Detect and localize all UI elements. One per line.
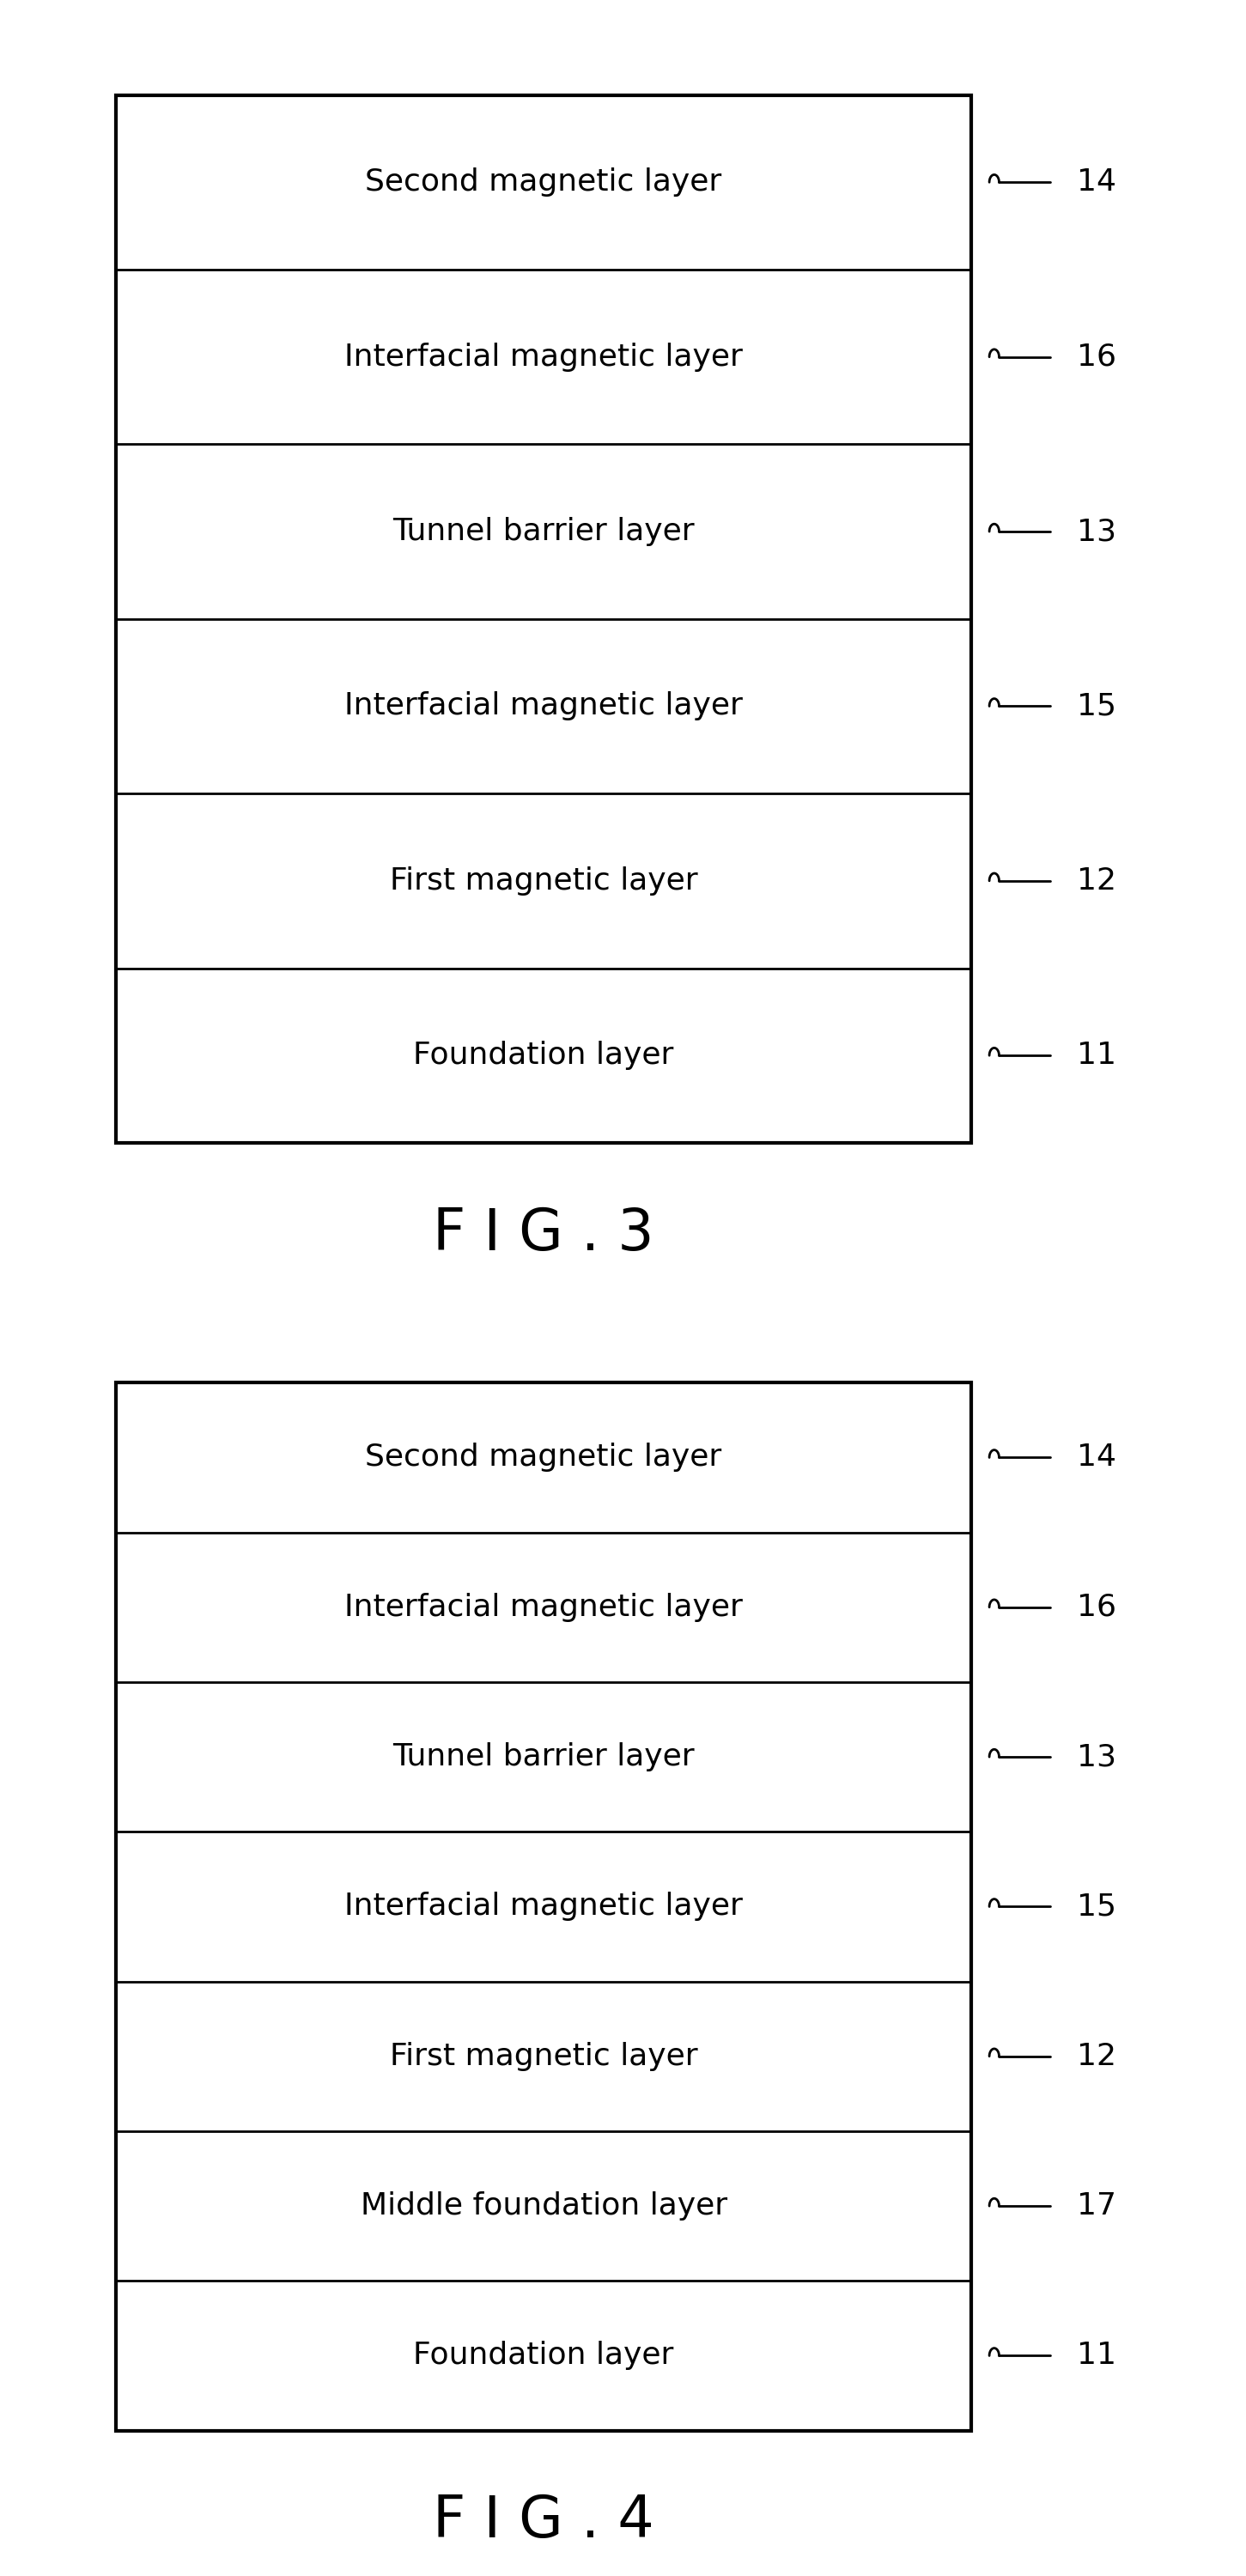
- Text: 12: 12: [1078, 866, 1116, 896]
- Text: Foundation layer: Foundation layer: [414, 2342, 674, 2370]
- Text: First magnetic layer: First magnetic layer: [390, 2043, 698, 2071]
- Text: Middle foundation layer: Middle foundation layer: [360, 2192, 726, 2221]
- Text: 15: 15: [1078, 690, 1116, 721]
- Text: Interfacial magnetic layer: Interfacial magnetic layer: [344, 690, 743, 721]
- Text: 11: 11: [1078, 2342, 1116, 2370]
- Text: Interfacial magnetic layer: Interfacial magnetic layer: [344, 1891, 743, 1922]
- Text: 14: 14: [1078, 167, 1116, 196]
- Text: 13: 13: [1078, 1741, 1116, 1772]
- Text: 15: 15: [1078, 1891, 1116, 1922]
- Text: F I G . 3: F I G . 3: [434, 1206, 654, 1262]
- Bar: [116, 95, 971, 1144]
- Text: Interfacial magnetic layer: Interfacial magnetic layer: [344, 343, 743, 371]
- Text: 11: 11: [1078, 1041, 1116, 1069]
- Text: First magnetic layer: First magnetic layer: [390, 866, 698, 896]
- Text: 17: 17: [1078, 2192, 1116, 2221]
- Text: F I G . 4: F I G . 4: [432, 2494, 654, 2550]
- Text: Foundation layer: Foundation layer: [414, 1041, 674, 1069]
- Text: Tunnel barrier layer: Tunnel barrier layer: [392, 1741, 694, 1772]
- Text: 16: 16: [1078, 343, 1116, 371]
- Text: Tunnel barrier layer: Tunnel barrier layer: [392, 518, 694, 546]
- Text: 14: 14: [1078, 1443, 1116, 1471]
- Bar: [116, 1383, 971, 2432]
- Text: Second magnetic layer: Second magnetic layer: [365, 167, 721, 196]
- Text: 13: 13: [1078, 518, 1116, 546]
- Text: 12: 12: [1078, 2043, 1116, 2071]
- Text: Second magnetic layer: Second magnetic layer: [365, 1443, 721, 1471]
- Text: 16: 16: [1078, 1592, 1116, 1623]
- Text: Interfacial magnetic layer: Interfacial magnetic layer: [344, 1592, 743, 1623]
